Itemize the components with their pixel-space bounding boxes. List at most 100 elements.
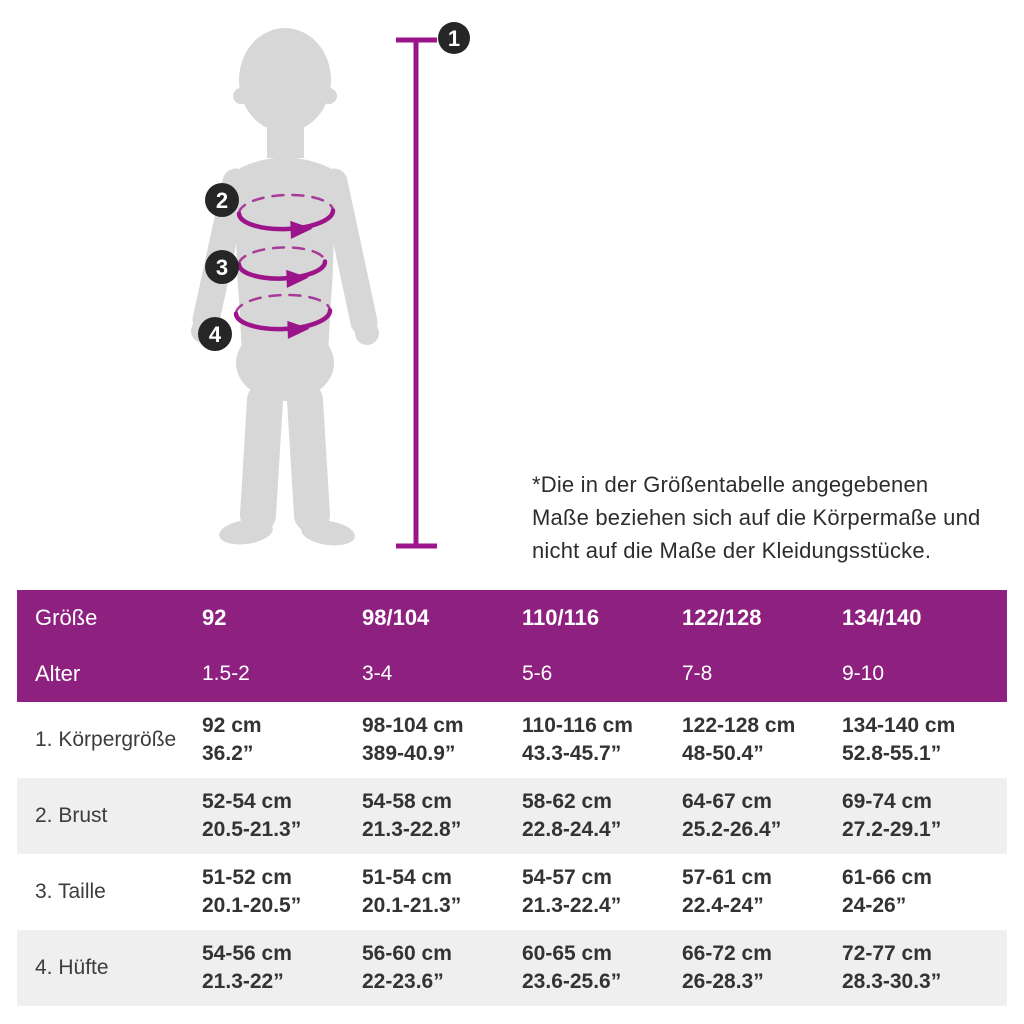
svg-text:4: 4 — [209, 322, 222, 347]
table-cell: 66-72 cm 26-28.3” — [682, 940, 842, 996]
cm-value: 52-54 cm — [202, 790, 292, 813]
cm-value: 60-65 cm — [522, 942, 612, 965]
footnote-line: nicht auf die Maße der Kleidungsstücke. — [532, 538, 932, 563]
age-value: 5-6 — [522, 662, 553, 685]
table-cell: 57-61 cm 22.4-24” — [682, 864, 842, 920]
cm-value: 61-66 cm — [842, 866, 932, 889]
svg-text:1: 1 — [448, 26, 460, 51]
chest-measure-ring — [236, 193, 336, 239]
inch-value: 36.2” — [202, 742, 254, 765]
cm-value: 92 cm — [202, 714, 262, 737]
table-row-brust: 2. Brust 52-54 cm 20.5-21.3” 54-58 cm 21… — [17, 778, 1007, 854]
cm-value: 54-57 cm — [522, 866, 612, 889]
cm-value: 110-116 cm — [522, 714, 633, 737]
size-header-row: Größe 92 98/104 110/116 122/128 134/140 — [17, 590, 1007, 646]
size-value: 92 — [202, 605, 227, 630]
svg-text:3: 3 — [216, 255, 228, 280]
age-value: 1.5-2 — [202, 662, 250, 685]
size-value: 134/140 — [842, 605, 922, 630]
age-value: 7-8 — [682, 662, 713, 685]
table-cell: 122-128 cm 48-50.4” — [682, 712, 842, 768]
waist-measure-ring — [236, 246, 328, 288]
table-cell: 54-57 cm 21.3-22.4” — [522, 864, 682, 920]
table-cell: 72-77 cm 28.3-30.3” — [842, 940, 1002, 996]
inch-value: 22.8-24.4” — [522, 818, 622, 841]
table-row-koerpergroesse: 1. Körpergröße 92 cm 36.2” 98-104 cm 389… — [17, 702, 1007, 778]
badge-3: 3 — [205, 250, 239, 284]
footnote: *Die in der Größentabelle angegebenen Ma… — [532, 468, 992, 567]
table-cell: 134-140 cm 52.8-55.1” — [842, 712, 1002, 768]
footnote-line: Maße beziehen sich auf die Körpermaße un… — [532, 505, 981, 530]
cm-value: 98-104 cm — [362, 714, 464, 737]
inch-value: 25.2-26.4” — [682, 818, 782, 841]
waist-arrow-icon — [286, 269, 309, 288]
measurement-figure: 1 2 3 4 — [191, 22, 470, 549]
cm-value: 51-52 cm — [202, 866, 292, 889]
cm-value: 57-61 cm — [682, 866, 772, 889]
cm-value: 54-56 cm — [202, 942, 292, 965]
table-cell: 52-54 cm 20.5-21.3” — [202, 788, 362, 844]
cm-value: 54-58 cm — [362, 790, 452, 813]
badge-2: 2 — [205, 183, 239, 217]
inch-value: 20.1-20.5” — [202, 894, 302, 917]
inch-value: 43.3-45.7” — [522, 742, 622, 765]
table-row-taille: 3. Taille 51-52 cm 20.1-20.5” 51-54 cm 2… — [17, 854, 1007, 930]
inch-value: 26-28.3” — [682, 970, 764, 993]
cm-value: 72-77 cm — [842, 942, 932, 965]
age-value: 9-10 — [842, 662, 885, 685]
inch-value: 28.3-30.3” — [842, 970, 942, 993]
cm-value: 69-74 cm — [842, 790, 932, 813]
table-cell: 60-65 cm 23.6-25.6” — [522, 940, 682, 996]
size-label: Größe — [35, 605, 98, 630]
cm-value: 56-60 cm — [362, 942, 452, 965]
inch-value: 389-40.9” — [362, 742, 456, 765]
child-silhouette — [191, 28, 379, 546]
table-cell: 64-67 cm 25.2-26.4” — [682, 788, 842, 844]
table-cell: 98-104 cm 389-40.9” — [362, 712, 522, 768]
cm-value: 58-62 cm — [522, 790, 612, 813]
size-value: 98/104 — [362, 605, 430, 630]
inch-value: 48-50.4” — [682, 742, 764, 765]
row-label: 3. Taille — [35, 880, 106, 903]
inch-value: 23.6-25.6” — [522, 970, 622, 993]
inch-value: 27.2-29.1” — [842, 818, 942, 841]
age-label: Alter — [35, 661, 81, 686]
cm-value: 134-140 cm — [842, 714, 956, 737]
table-cell: 61-66 cm 24-26” — [842, 864, 1002, 920]
table-row-huefte: 4. Hüfte 54-56 cm 21.3-22” 56-60 cm 22-2… — [17, 930, 1007, 1006]
size-value: 122/128 — [682, 605, 762, 630]
inch-value: 52.8-55.1” — [842, 742, 942, 765]
size-value: 110/116 — [522, 605, 600, 630]
table-cell: 92 cm 36.2” — [202, 712, 362, 768]
table-cell: 58-62 cm 22.8-24.4” — [522, 788, 682, 844]
table-cell: 54-56 cm 21.3-22” — [202, 940, 362, 996]
badge-4: 4 — [198, 317, 232, 351]
table-cell: 51-52 cm 20.1-20.5” — [202, 864, 362, 920]
inch-value: 22.4-24” — [682, 894, 764, 917]
inch-value: 21.3-22” — [202, 970, 284, 993]
inch-value: 21.3-22.8” — [362, 818, 462, 841]
hip-measure-ring — [233, 293, 333, 339]
inch-value: 20.5-21.3” — [202, 818, 302, 841]
cm-value: 122-128 cm — [682, 714, 796, 737]
age-header-row: Alter 1.5-2 3-4 5-6 7-8 9-10 — [17, 646, 1007, 702]
row-label: 1. Körpergröße — [35, 728, 177, 751]
badge-1: 1 — [438, 22, 470, 54]
cm-value: 66-72 cm — [682, 942, 772, 965]
row-label: 2. Brust — [35, 804, 108, 827]
inch-value: 24-26” — [842, 894, 907, 917]
hip-arrow-icon — [287, 320, 310, 339]
footnote-line: *Die in der Größentabelle angegebenen — [532, 472, 929, 497]
table-cell: 51-54 cm 20.1-21.3” — [362, 864, 522, 920]
age-value: 3-4 — [362, 662, 393, 685]
height-measure-line — [396, 37, 437, 549]
inch-value: 22-23.6” — [362, 970, 444, 993]
table-cell: 54-58 cm 21.3-22.8” — [362, 788, 522, 844]
inch-value: 21.3-22.4” — [522, 894, 622, 917]
table-cell: 110-116 cm 43.3-45.7” — [522, 712, 682, 768]
chest-arrow-icon — [290, 220, 313, 239]
cm-value: 51-54 cm — [362, 866, 452, 889]
table-cell: 56-60 cm 22-23.6” — [362, 940, 522, 996]
size-table: Größe 92 98/104 110/116 122/128 134/140 … — [17, 590, 1007, 1006]
